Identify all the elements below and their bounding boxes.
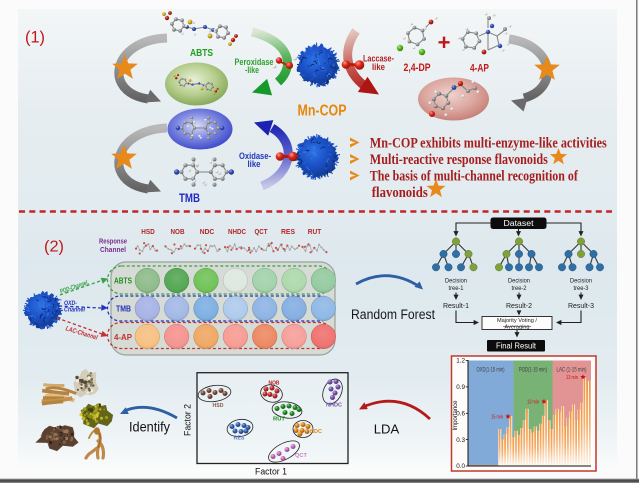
svg-text:OXD-: OXD-: [64, 300, 78, 307]
svg-text:NDC: NDC: [310, 429, 323, 435]
svg-text:POD(1-15 min): POD(1-15 min): [519, 368, 547, 374]
svg-text:+: +: [438, 30, 451, 55]
svg-text:RUT: RUT: [308, 227, 322, 236]
svg-text:Decision: Decision: [445, 278, 467, 285]
svg-text:ABTS: ABTS: [114, 277, 133, 286]
svg-text:tree-3: tree-3: [574, 285, 589, 292]
svg-text:(2): (2): [44, 239, 64, 256]
svg-text:NOB: NOB: [171, 227, 185, 236]
svg-text:Importance: Importance: [452, 400, 459, 430]
svg-text:like: like: [372, 62, 385, 72]
svg-text:-like: -like: [245, 65, 259, 76]
svg-text:13 min: 13 min: [566, 375, 578, 381]
svg-text:tree-2: tree-2: [512, 285, 527, 292]
svg-text:Factor 1: Factor 1: [255, 467, 287, 477]
svg-text:Dataset: Dataset: [504, 219, 535, 228]
svg-text:OXD(1-15 min): OXD(1-15 min): [477, 368, 505, 374]
svg-text:15 min: 15 min: [491, 415, 503, 421]
svg-text:TMB: TMB: [179, 193, 200, 205]
svg-text:Final Result: Final Result: [496, 342, 537, 351]
svg-text:NHDC: NHDC: [228, 227, 246, 236]
svg-text:Laccase-: Laccase-: [363, 54, 394, 64]
svg-text:LDA: LDA: [374, 422, 400, 437]
svg-text:0.6: 0.6: [456, 411, 465, 418]
svg-text:like: like: [248, 159, 261, 169]
svg-text:RES: RES: [234, 436, 245, 442]
svg-text:RES: RES: [281, 227, 295, 236]
svg-text:Mn-COP: Mn-COP: [298, 103, 347, 120]
svg-text:LAC (1-15 min): LAC (1-15 min): [557, 368, 587, 374]
svg-text:flavonoids: flavonoids: [372, 185, 428, 201]
svg-text:The basis of multi-channel rec: The basis of multi-channel recognition o…: [370, 169, 578, 185]
svg-text:4-AP: 4-AP: [114, 333, 133, 342]
svg-text:Result-1: Result-1: [443, 301, 469, 310]
svg-text:HSD: HSD: [141, 227, 155, 236]
svg-text:13 min: 13 min: [527, 400, 539, 406]
svg-text:Result-2: Result-2: [506, 301, 532, 310]
svg-text:RUT: RUT: [273, 417, 285, 423]
svg-text:ABTS: ABTS: [190, 47, 213, 59]
svg-text:HSD: HSD: [213, 403, 224, 409]
svg-text:QCT: QCT: [255, 227, 268, 236]
svg-text:0.0: 0.0: [456, 463, 465, 470]
svg-text:Oxidase-: Oxidase-: [239, 151, 271, 161]
svg-text:tree-1: tree-1: [449, 285, 464, 292]
svg-text:0.3: 0.3: [456, 437, 465, 444]
svg-text:0.9: 0.9: [456, 384, 465, 391]
svg-text:Response: Response: [99, 239, 127, 246]
svg-text:TMB: TMB: [116, 305, 131, 314]
svg-text:NOB: NOB: [269, 381, 280, 387]
svg-text:Decision: Decision: [508, 278, 530, 285]
svg-text:Peroxidase: Peroxidase: [235, 57, 274, 68]
svg-text:4-AP: 4-AP: [470, 63, 489, 75]
svg-text:Random Forest: Random Forest: [351, 307, 435, 322]
svg-text:Identify: Identify: [129, 420, 170, 435]
svg-text:2,4-DP: 2,4-DP: [404, 62, 431, 74]
svg-text:Majority Voting /: Majority Voting /: [497, 318, 537, 324]
svg-text:NDC: NDC: [200, 227, 215, 236]
svg-text:Result-3: Result-3: [568, 301, 594, 310]
svg-text:Mn-COP exhibits multi-enzyme-l: Mn-COP exhibits multi-enzyme-like activi…: [370, 136, 607, 152]
svg-text:Channel: Channel: [100, 247, 126, 254]
svg-text:Multi-reactive response flavon: Multi-reactive response flavonoids: [370, 152, 548, 168]
svg-text:Channel: Channel: [64, 307, 85, 314]
svg-text:NHDC: NHDC: [326, 403, 343, 409]
svg-text:Factor 2: Factor 2: [183, 404, 193, 436]
svg-text:QCT: QCT: [295, 453, 307, 459]
svg-text:1.2: 1.2: [456, 358, 465, 365]
svg-text:Averaging: Averaging: [505, 324, 530, 330]
svg-text:(1): (1): [25, 28, 45, 47]
svg-text:Decision: Decision: [570, 278, 592, 285]
